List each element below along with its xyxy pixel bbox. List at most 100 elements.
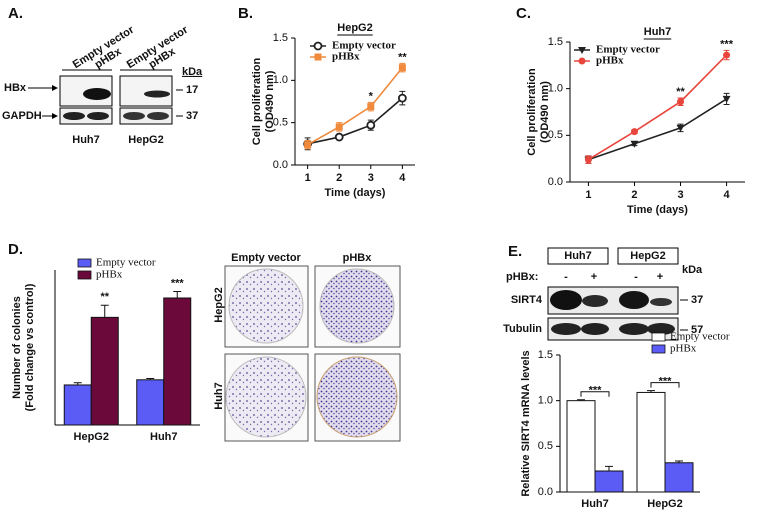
x-axis-label: Time (days) [325,187,386,199]
data-point [334,132,344,142]
y-axis-label: (OD490 nm) [264,70,276,132]
y-tick-label: 0.0 [548,176,563,188]
significance: ** [100,291,109,303]
significance: * [369,90,374,102]
significance: *** [720,38,734,50]
x-axis-label: Time (days) [627,204,688,216]
legend-marker [578,57,586,65]
cell-label: HepG2 [630,250,665,262]
arrow-head [52,85,58,91]
lane-label: + [591,271,597,283]
data-point [584,156,592,164]
data-point [676,124,685,132]
band [63,112,85,120]
legend-label: pHBx [96,269,123,281]
lane-label: + [657,271,663,283]
blot-box [119,75,173,107]
data-point [677,98,685,106]
cell-label: HepG2 [128,134,163,146]
x-tick-label: 3 [677,189,683,201]
y-axis-label: (Fold change vs control) [24,283,36,411]
series-line [307,67,403,146]
bar [136,379,165,426]
error-bar [675,460,683,463]
x-tick-label: HepG2 [647,498,682,510]
y-axis-label: (OD490 nm) [539,81,551,143]
significance: *** [659,376,673,388]
cell-box [547,247,609,265]
error-bar [647,390,655,393]
x-tick-label: 2 [336,172,342,184]
significance: ** [676,86,685,98]
blot-box [547,317,679,341]
y-tick-label: 0.0 [538,486,553,498]
error-bar [173,291,182,298]
treatment-label: pHBx: [506,271,538,283]
legend-label: pHBx [670,343,697,355]
legend-label: pHBx [596,55,624,67]
row-label: HBx [4,82,27,94]
legend-marker [578,47,586,54]
blot-box [59,107,113,125]
y-tick-label: 0.5 [538,440,553,452]
bar [636,391,666,493]
blot-e: Huh7 HepG2 pHBx: - + - + kDa SIRT4 Tubul… [503,247,703,341]
colony-well [225,356,307,438]
band [582,295,608,307]
y-tick-label: 1.5 [538,349,553,361]
arrow-head [52,113,58,119]
x-tick-label: 4 [399,172,406,184]
row-label: GAPDH [2,110,42,122]
panel-label: B. [238,5,253,22]
x-tick-label: 1 [585,189,591,201]
row-label: Tubulin [503,323,542,335]
x-tick-label: 1 [305,172,311,184]
kda-header: kDa [682,264,703,276]
colony-well [319,268,395,344]
kda-header: kDa [182,66,203,78]
y-axis-label: Number of colonies [11,296,23,399]
cell-label: Huh7 [72,134,100,146]
band [550,290,582,310]
data-point [367,103,375,111]
y-tick-label: 1.0 [273,74,288,86]
legend-label: pHBx [332,51,360,63]
panel-label: A. [8,5,23,22]
data-point [723,51,731,59]
band [123,112,145,120]
bar [594,470,624,493]
kda-label: 37 [691,294,703,306]
column-label: Empty vector [231,252,301,264]
data-point [630,140,639,148]
significance: *** [171,277,185,289]
row-label: Huh7 [213,382,225,410]
y-axis-label: Cell proliferation [251,58,263,146]
legend-label: Empty vector [96,257,156,269]
legend-swatch [77,258,92,268]
bar [90,316,119,426]
row-label: HepG2 [213,287,225,322]
data-point [304,141,312,149]
kda-label: 37 [186,110,198,122]
bar [664,462,694,493]
band [650,298,672,306]
colony-grid: Empty vector pHBx HepG2 Huh7 [213,252,401,442]
y-tick-label: 1.0 [548,83,563,95]
x-tick-label: HepG2 [74,431,109,443]
column-label: pHBx [343,252,373,264]
data-point [335,123,343,131]
data-point [398,64,406,72]
y-tick-label: 0.5 [548,129,563,141]
legend-swatch [77,270,92,280]
panel-label: C. [516,5,531,22]
data-point [397,93,407,103]
lane-label: - [634,271,638,283]
band [619,323,649,335]
x-tick-label: 2 [631,189,637,201]
panel-label: E. [508,243,522,260]
bar [63,384,92,426]
x-tick-label: 4 [724,189,731,201]
y-axis-label: Cell proliferation [526,68,538,156]
bar [163,297,192,426]
significance: ** [398,51,407,63]
